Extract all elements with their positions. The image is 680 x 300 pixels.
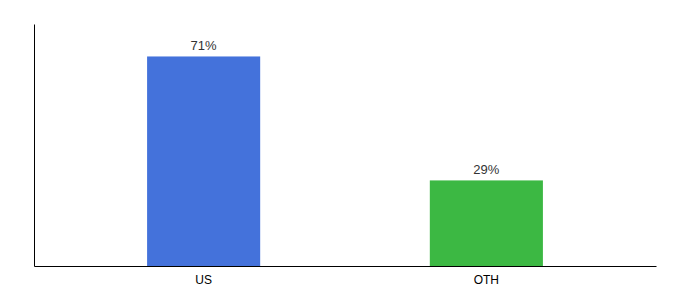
plot: US OTH 71% 29% bbox=[35, 25, 657, 287]
x-tick: US bbox=[195, 273, 212, 287]
bar bbox=[147, 56, 260, 266]
bars bbox=[147, 56, 543, 266]
x-tick: OTH bbox=[474, 273, 499, 287]
data-labels: 71% 29% bbox=[191, 38, 500, 177]
y-axis-line bbox=[34, 25, 35, 267]
chart: US OTH 71% 29% bbox=[0, 0, 680, 300]
bar bbox=[430, 180, 543, 266]
y-axis bbox=[34, 25, 35, 267]
x-axis: US OTH bbox=[35, 267, 657, 287]
data-label: 29% bbox=[473, 162, 499, 177]
data-label: 71% bbox=[191, 38, 217, 53]
x-tick-label: OTH bbox=[474, 273, 499, 287]
x-axis-line bbox=[35, 266, 657, 267]
x-tick-label: US bbox=[195, 273, 212, 287]
